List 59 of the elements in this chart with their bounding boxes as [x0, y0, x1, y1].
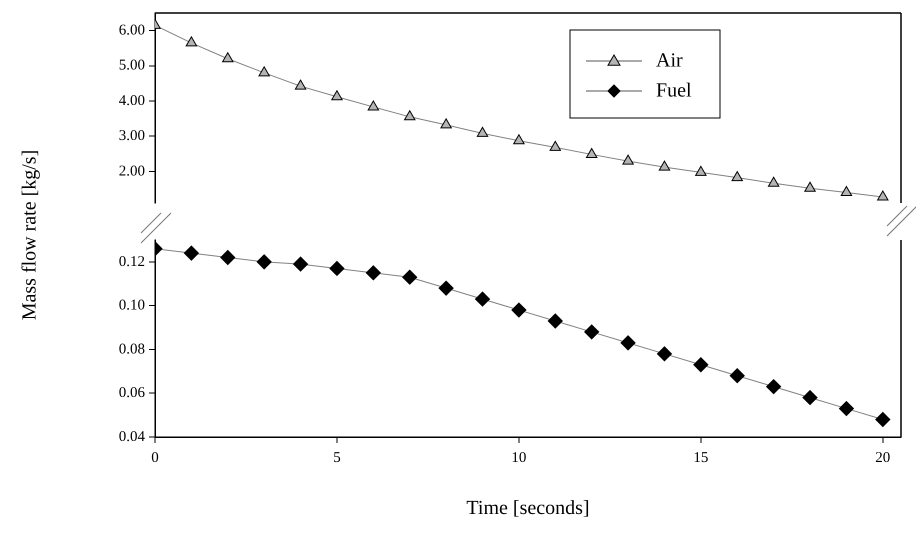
legend-label: Fuel — [656, 79, 692, 102]
point — [329, 260, 344, 276]
y-tick-label: 3.00 — [118, 128, 145, 144]
x-tick-label: 0 — [151, 450, 159, 466]
x-axis-title: Time [seconds] — [465, 497, 591, 520]
point — [293, 256, 308, 272]
point — [622, 154, 634, 165]
point — [186, 36, 198, 46]
point — [548, 313, 563, 328]
point — [766, 379, 782, 394]
point — [220, 250, 236, 266]
y-axis-title: Mass flow rate [kg/s] — [18, 150, 42, 320]
point — [402, 270, 418, 285]
point — [256, 254, 272, 270]
y-tick-label: 2.00 — [118, 163, 145, 180]
y-tick-label: 0.10 — [118, 298, 145, 314]
point — [440, 118, 452, 128]
y-tick-label: 0.12 — [118, 254, 145, 270]
x-tick-label: 15 — [693, 450, 708, 466]
point — [258, 66, 270, 76]
point — [586, 148, 598, 158]
legend-label: Air — [656, 49, 683, 72]
point — [877, 190, 888, 201]
x-tick-label: 20 — [875, 450, 890, 466]
x-tick-label: 5 — [333, 450, 341, 466]
y-tick-label: 0.06 — [118, 385, 146, 402]
point — [404, 110, 416, 120]
point — [438, 280, 454, 296]
point — [693, 357, 708, 372]
point — [658, 160, 670, 171]
point — [730, 368, 745, 384]
y-tick-label: 0.04 — [118, 428, 146, 445]
point — [656, 346, 672, 362]
point — [584, 324, 600, 340]
x-tick-label: 10 — [511, 450, 526, 466]
y-tick-label: 5.00 — [118, 58, 145, 74]
point — [802, 390, 818, 406]
point — [550, 140, 561, 151]
point — [620, 335, 636, 350]
y-tick-label: 6.00 — [118, 22, 145, 39]
point — [476, 126, 488, 137]
point — [875, 412, 890, 427]
point — [331, 90, 343, 100]
point — [768, 176, 780, 187]
point — [513, 134, 525, 144]
point — [184, 246, 199, 261]
point — [838, 401, 854, 416]
point — [222, 52, 234, 62]
y-tick-label: 0.08 — [118, 341, 145, 358]
point — [368, 100, 380, 110]
point — [840, 186, 852, 196]
point — [511, 302, 526, 318]
point — [366, 265, 381, 280]
point — [475, 292, 490, 307]
point — [294, 80, 306, 90]
y-tick-label: 4.00 — [118, 92, 145, 109]
point — [732, 171, 743, 182]
point — [695, 166, 707, 176]
point — [804, 182, 816, 192]
